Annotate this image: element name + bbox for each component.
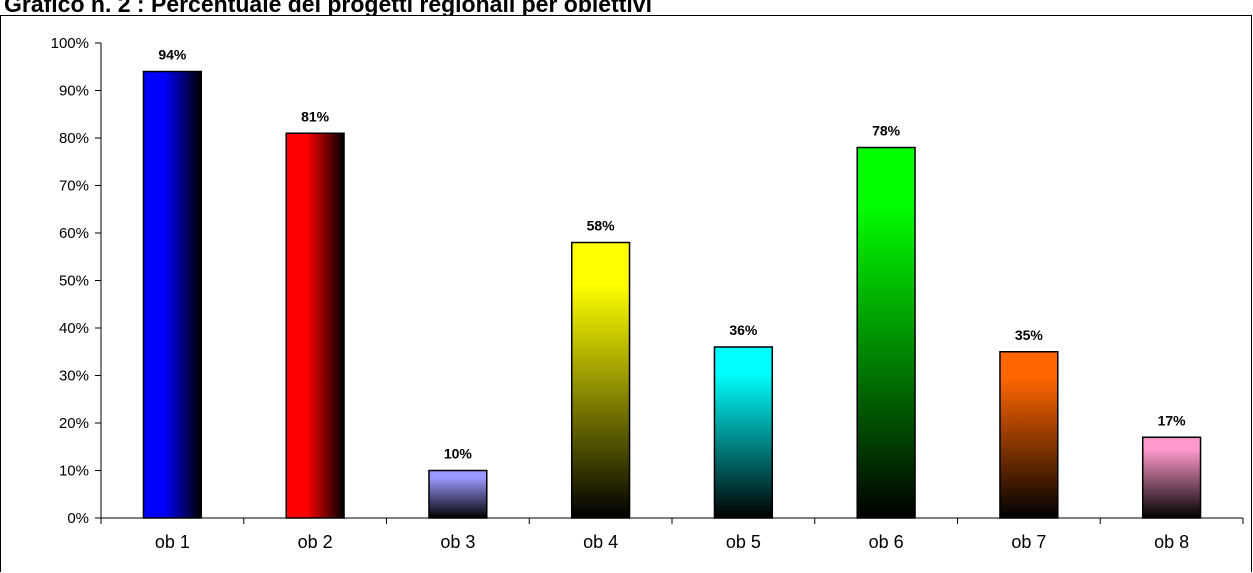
x-tick-label: ob 8 xyxy=(1154,532,1189,552)
y-tick-label: 10% xyxy=(59,463,89,480)
y-tick-label: 50% xyxy=(59,273,89,290)
x-tick-label: ob 3 xyxy=(440,532,475,552)
y-tick-label: 70% xyxy=(59,178,89,195)
x-tick-label: ob 5 xyxy=(726,532,761,552)
y-tick-label: 90% xyxy=(59,83,89,100)
bar-ob-6 xyxy=(856,146,916,519)
bar-ob-2 xyxy=(285,132,345,519)
y-axis: 0% 10% 20% 30% 40% 50% 60% 70% 80% 90% 100% xyxy=(51,35,102,527)
bar-ob-8 xyxy=(1141,436,1202,519)
y-tick-label: 40% xyxy=(59,320,89,337)
bar-ob-3 xyxy=(428,469,488,519)
chart-frame: 0% 10% 20% 30% 40% 50% 60% 70% 80% 90% 100% ob 1 ob… xyxy=(0,15,1252,572)
x-axis: ob 1 ob 2 ob 3 ob 4 ob 5 ob 6 ob 7 ob 8 xyxy=(100,517,1244,552)
x-tick-label: ob 6 xyxy=(869,532,904,552)
x-tick-label: ob 7 xyxy=(1011,532,1046,552)
bar-ob-4 xyxy=(570,241,631,519)
data-label: 58% xyxy=(587,218,616,234)
x-tick-label: ob 2 xyxy=(298,532,333,552)
y-tick-label: 60% xyxy=(59,225,89,242)
data-label: 35% xyxy=(1015,327,1044,343)
x-tick-label: ob 1 xyxy=(155,532,190,552)
bar-ob-7 xyxy=(999,351,1059,519)
data-labels: 94% 81% 10% 58% 36% 78% 35% 17% xyxy=(158,47,1186,462)
x-tick-label: ob 4 xyxy=(583,532,618,552)
bar-ob-5 xyxy=(713,346,774,519)
y-tick-label: 100% xyxy=(51,35,89,52)
data-label: 81% xyxy=(301,108,330,124)
data-label: 36% xyxy=(729,322,758,338)
chart-title: Grafico n. 2 : Percentuale dei progetti … xyxy=(4,0,652,17)
y-tick-label: 30% xyxy=(59,368,89,385)
bar-ob-1 xyxy=(142,70,203,519)
data-label: 17% xyxy=(1158,412,1187,428)
bar-chart: 0%10%20%30%40%50%60%70%80%90%100% ob 1 ob… xyxy=(51,35,1244,552)
bars xyxy=(142,70,1202,519)
y-tick-label: 20% xyxy=(59,415,89,432)
data-label: 10% xyxy=(444,446,473,462)
y-tick-label: 80% xyxy=(59,130,89,147)
data-label: 94% xyxy=(158,47,187,63)
y-tick-label: 0% xyxy=(67,510,89,527)
data-label: 78% xyxy=(872,123,901,139)
